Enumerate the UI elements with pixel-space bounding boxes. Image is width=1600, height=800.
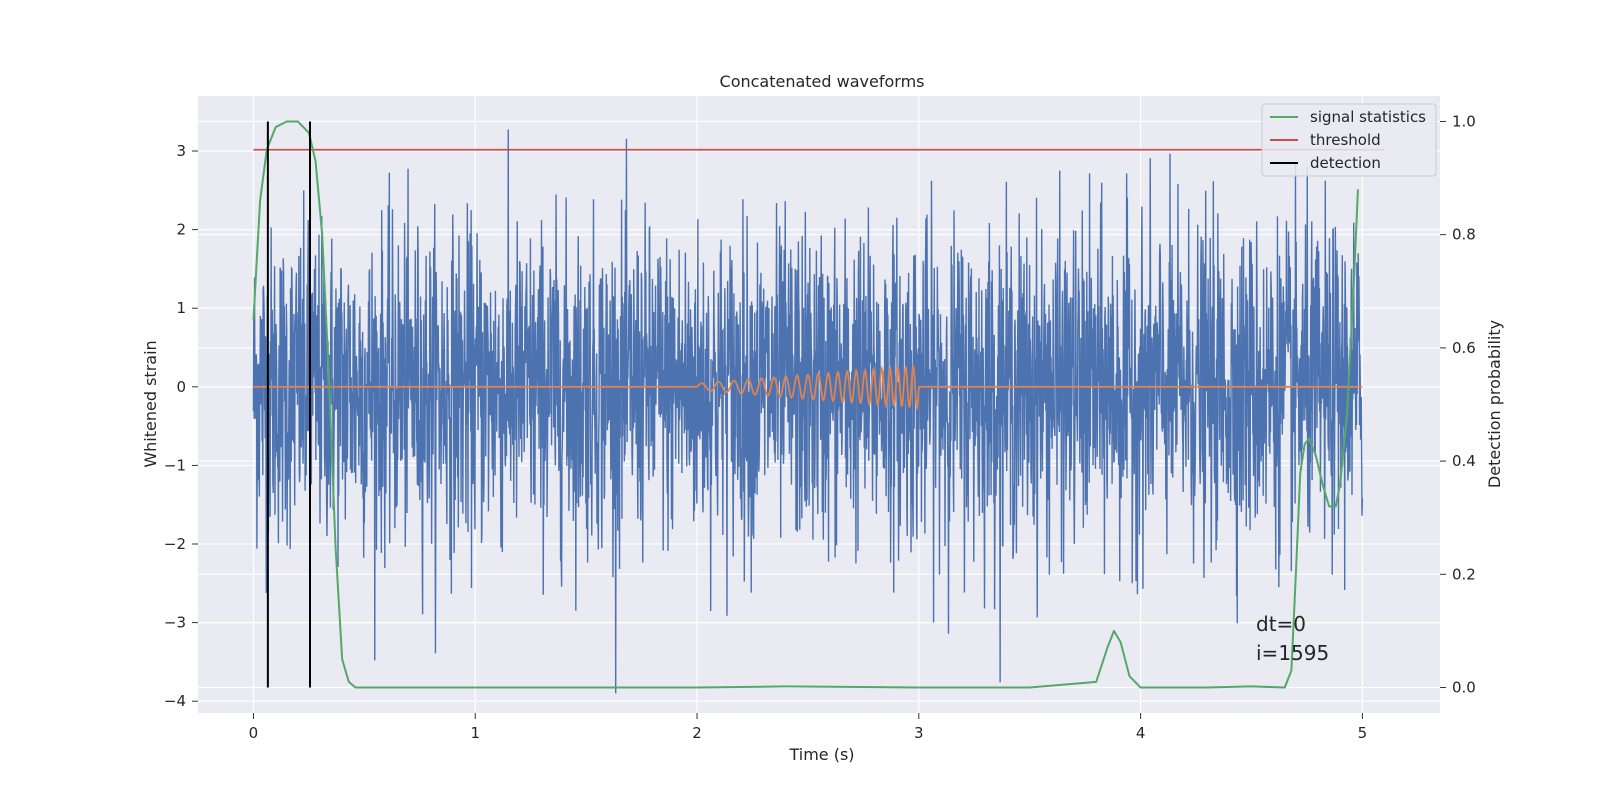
chirp-line: [253, 363, 1363, 412]
y2-tick-label: 1.0: [1452, 112, 1476, 130]
signal-statistics-line: [252, 120, 1359, 689]
y-tick-label: −2: [164, 535, 186, 553]
y2-axis-label: Detection probability: [1485, 320, 1504, 488]
series-chirp: [253, 363, 1363, 412]
series-noise: [252, 129, 1364, 694]
axis-ticks: 0 1 2 3 4 5 −4 −3 −2 −1 0 1 2 3 0.0 0.2 0.4 0.6 0.8 1.0: [164, 112, 1476, 742]
y-tick-label: 3: [176, 142, 186, 160]
x-tick-label: 3: [914, 724, 924, 742]
legend-label-signal-statistics: signal statistics: [1310, 108, 1426, 126]
y2-tick-label: 0.2: [1452, 565, 1476, 583]
y-tick-label: 1: [176, 299, 186, 317]
y2-tick-label: 0.0: [1452, 679, 1476, 697]
legend: signal statistics threshold detection: [1261, 103, 1437, 177]
annotation-index: i=1595: [1256, 641, 1329, 665]
y2-tick-label: 0.6: [1452, 339, 1476, 357]
chart-title: Concatenated waveforms: [720, 72, 925, 91]
y-tick-label: 0: [176, 378, 186, 396]
x-axis-label: Time (s): [788, 745, 854, 764]
legend-label-threshold: threshold: [1310, 131, 1381, 149]
legend-box: [1261, 103, 1437, 177]
x-tick-label: 1: [470, 724, 480, 742]
annotation-dt: dt=0: [1256, 612, 1306, 636]
x-tick-label: 5: [1358, 724, 1368, 742]
legend-label-detection: detection: [1310, 154, 1381, 172]
series-signal-statistics: [252, 120, 1359, 689]
x-tick-label: 2: [692, 724, 702, 742]
y-tick-label: −3: [164, 614, 186, 632]
y-tick-label: −1: [164, 456, 186, 474]
y-axis-label: Whitened strain: [141, 340, 160, 467]
x-tick-label: 0: [249, 724, 259, 742]
y-tick-label: 2: [176, 221, 186, 239]
series-detection: [266, 121, 312, 688]
y2-tick-label: 0.4: [1452, 452, 1476, 470]
noise-line: [252, 129, 1364, 694]
x-tick-label: 4: [1136, 724, 1146, 742]
y-tick-label: −4: [164, 692, 186, 710]
y2-tick-label: 0.8: [1452, 226, 1476, 244]
